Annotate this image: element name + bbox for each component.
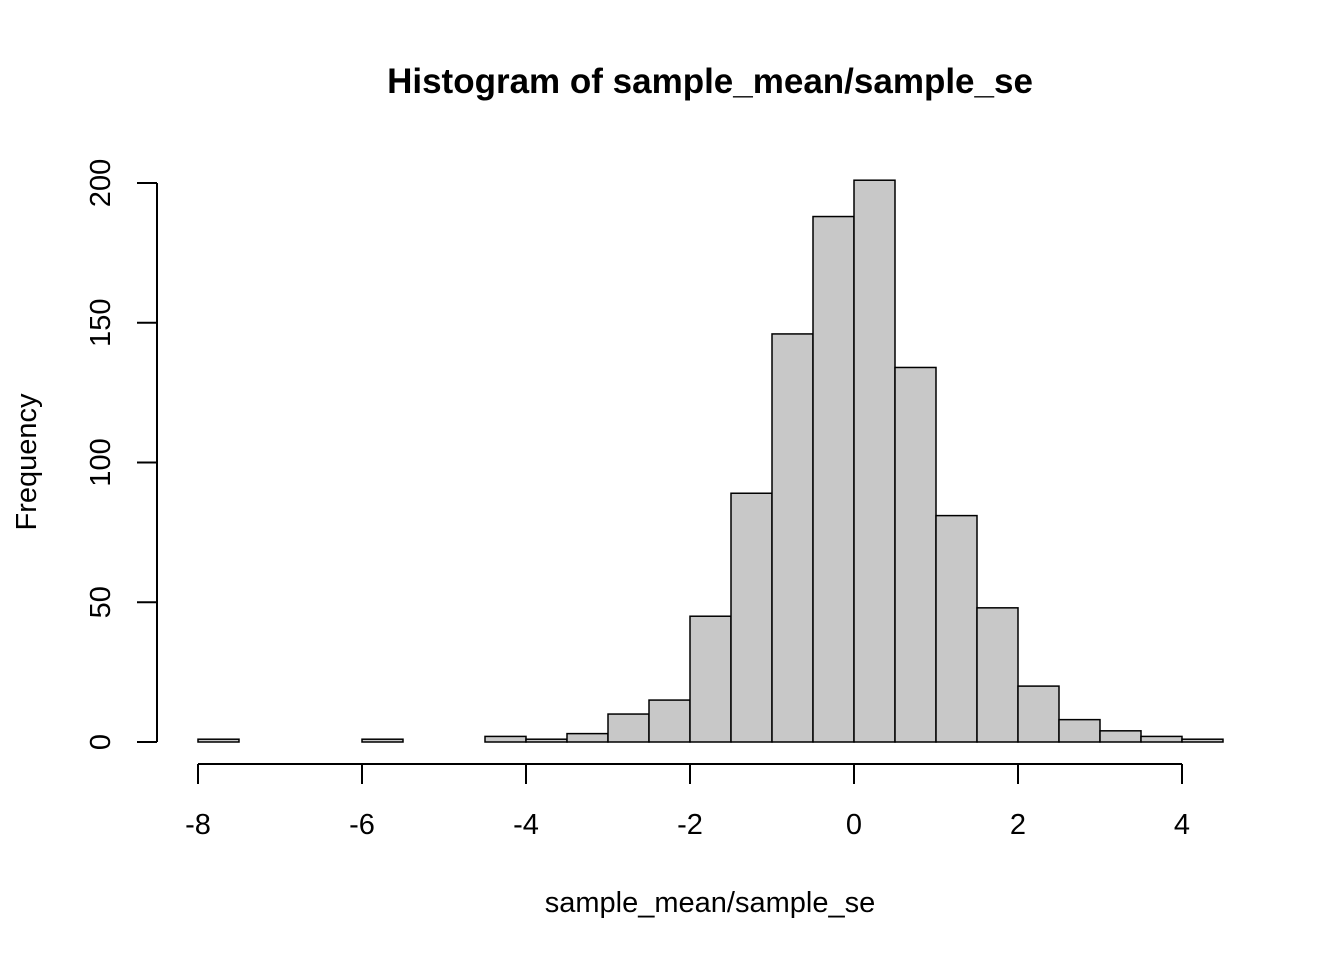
x-axis: -8 -6 -4 -2 0 2 4 — [185, 763, 1190, 841]
histogram-bar — [1181, 738, 1224, 743]
histogram-bar — [1140, 735, 1183, 743]
x-axis-label: sample_mean/sample_se — [545, 887, 875, 919]
x-tick-label: -8 — [185, 809, 211, 841]
histogram-bar — [935, 514, 978, 743]
histogram-bar — [484, 735, 527, 743]
y-axis-label: Frequency — [11, 393, 43, 531]
y-tick-label: 200 — [85, 159, 117, 207]
histogram-bar — [197, 738, 240, 743]
x-tick-label: -4 — [513, 809, 539, 841]
y-axis: 0 50 100 150 200 — [85, 159, 158, 750]
x-tick-label: 0 — [846, 809, 862, 841]
x-tick-label: -2 — [677, 809, 703, 841]
histogram-bar — [1017, 685, 1060, 743]
histogram-bar — [894, 366, 937, 743]
histogram-bar — [853, 179, 896, 743]
histogram-bar — [361, 738, 404, 743]
y-tick-label: 100 — [85, 438, 117, 486]
histogram-bar — [771, 333, 814, 743]
y-tick-label: 0 — [85, 734, 117, 750]
histogram-bar — [1058, 718, 1101, 743]
histogram-bar — [1099, 730, 1142, 743]
histogram-bar — [730, 492, 773, 743]
y-tick-label: 50 — [85, 586, 117, 618]
histogram-bar — [812, 215, 855, 743]
histogram-bar — [566, 732, 609, 743]
histogram-bar — [607, 713, 650, 743]
chart-title: Histogram of sample_mean/sample_se — [387, 62, 1033, 101]
bars-group — [197, 179, 1224, 743]
x-tick-label: -6 — [349, 809, 375, 841]
x-tick-label: 2 — [1010, 809, 1026, 841]
histogram-bar — [976, 607, 1019, 743]
histogram-bar — [525, 738, 568, 743]
y-tick-label: 150 — [85, 299, 117, 347]
x-tick-label: 4 — [1174, 809, 1190, 841]
histogram-bar — [689, 615, 732, 743]
histogram-bar — [648, 699, 691, 743]
